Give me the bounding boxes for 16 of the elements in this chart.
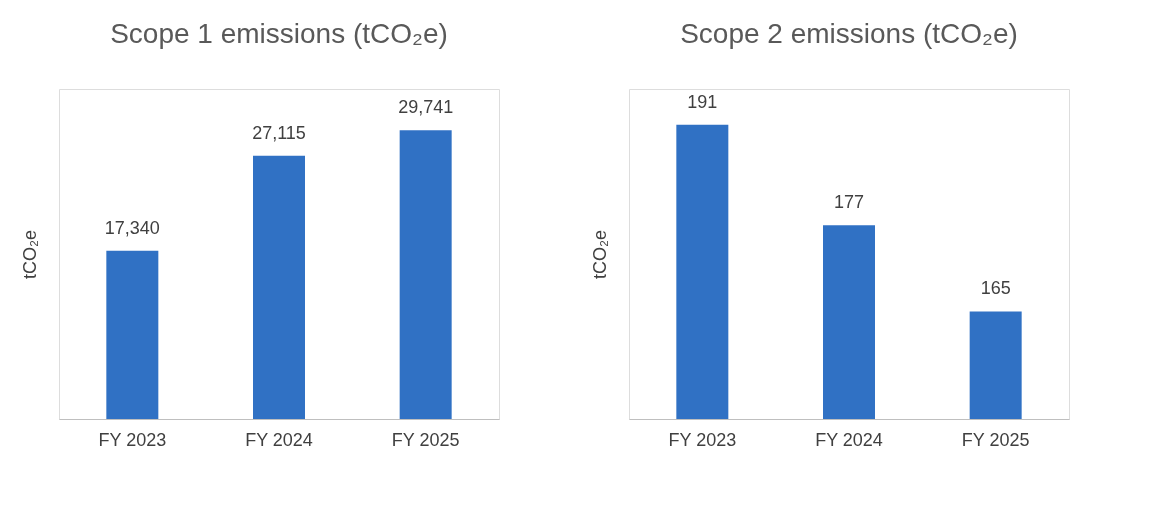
data-label: 191: [687, 91, 718, 112]
data-label: 17,340: [104, 217, 160, 238]
x-tick-label: FY 2024: [245, 429, 313, 450]
x-tick-label: FY 2025: [391, 429, 460, 450]
x-tick-label: FY 2023: [668, 429, 737, 450]
x-tick-label: FY 2025: [961, 429, 1030, 450]
data-label: 29,741: [398, 97, 454, 118]
chart-title: Scope 1 emissions (tCO₂e): [110, 18, 448, 49]
y-axis-title: tCO₂e: [19, 230, 40, 279]
data-label: 165: [980, 278, 1011, 299]
x-tick-label: FY 2024: [815, 429, 883, 450]
data-label: 27,115: [252, 122, 306, 143]
y-axis-title: tCO₂e: [589, 230, 610, 279]
x-tick-label: FY 2023: [98, 429, 167, 450]
chart-title: Scope 2 emissions (tCO₂e): [680, 18, 1018, 49]
data-label: 177: [833, 192, 865, 213]
